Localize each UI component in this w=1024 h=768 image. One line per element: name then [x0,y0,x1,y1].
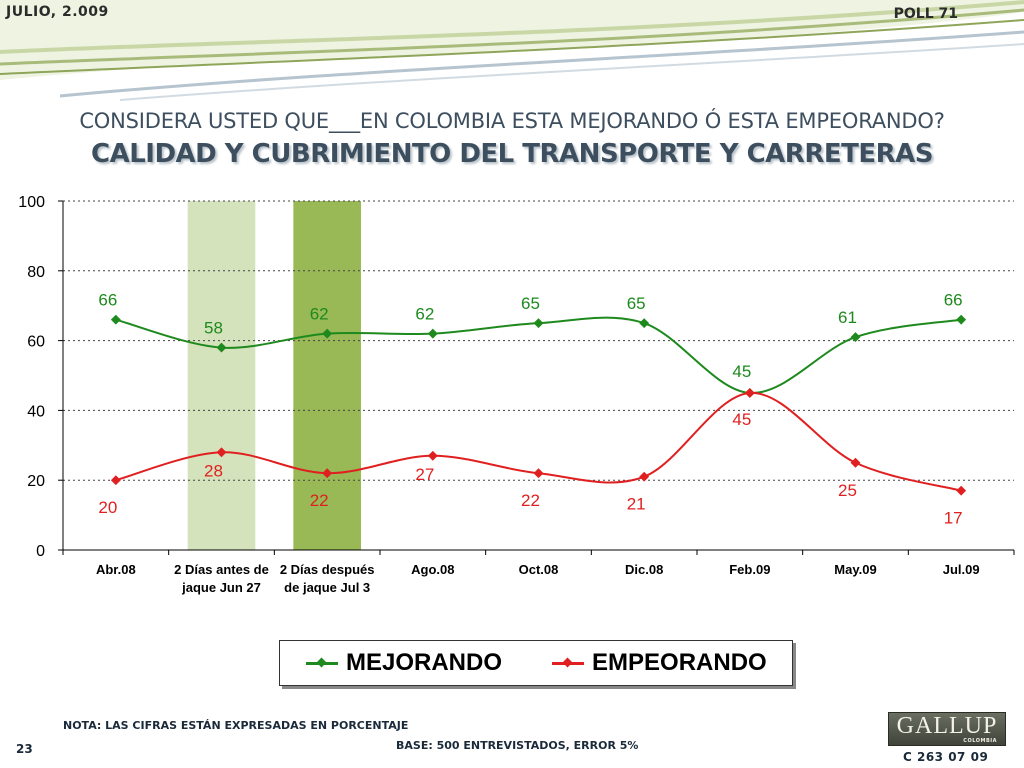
y-tick-label-0: 0 [36,543,45,560]
point-empeorando-0 [110,475,121,486]
x-tick-label-8: Jul.09 [943,562,980,577]
gallup-logo: GALLUP COLOMBIA [888,712,1006,746]
logo-text: GALLUP [896,713,998,739]
header-date: JULIO, 2.009 [6,4,109,20]
x-tick-label-1: 2 Días antes de [174,562,269,577]
data-label-empeorando-4: 22 [521,491,540,510]
header-swoosh-decoration [0,0,1024,101]
point-empeorando-6 [744,388,755,398]
data-label-mejorando-3: 62 [415,305,434,324]
data-label-empeorando-8: 17 [944,509,963,528]
y-tick-label-40: 40 [27,403,45,420]
point-mejorando-1 [216,342,227,353]
x-tick-label-0: Abr.08 [96,562,136,577]
y-tick-label-20: 20 [27,473,45,490]
question-title: CONSIDERA USTED QUE___EN COLOMBIA ESTA M… [79,109,945,133]
data-label-empeorando-3: 27 [415,465,434,484]
data-label-mejorando-0: 66 [98,291,117,310]
legend-swatch-mejorando [306,661,338,665]
point-mejorando-4 [533,318,544,329]
highlight-band-2 [293,201,361,550]
data-label-mejorando-4: 65 [521,294,540,313]
header-poll: POLL 71 [893,6,958,22]
legend-item-empeorando: EMPEORANDO [552,649,767,677]
point-empeorando-5 [639,471,650,482]
x-tick-label-7: May.09 [834,562,876,577]
x-tick-label-4: Oct.08 [519,562,559,577]
data-label-mejorando-7: 61 [838,308,857,327]
point-empeorando-7 [850,457,861,468]
page-number: 23 [16,742,33,756]
point-mejorando-0 [110,314,121,325]
data-label-empeorando-7: 25 [838,481,857,500]
point-mejorando-3 [427,328,438,339]
footnote-base: BASE: 500 ENTREVISTADOS, ERROR 5% [396,739,639,752]
point-empeorando-1 [216,447,227,458]
y-tick-label-100: 100 [18,194,45,211]
data-label-mejorando-6: 45 [732,362,751,381]
data-label-mejorando-8: 66 [944,291,963,310]
x-tick-label-3: Ago.08 [411,562,454,577]
report-code: C 263 07 09 [903,750,989,764]
x-tick-label-6: Feb.09 [729,562,770,577]
line-chart: 0 20 40 60 80 100 Abr.08 2 Días antes de jaque J… [18,194,1015,595]
point-mejorando-8 [956,314,967,325]
data-label-mejorando-1: 58 [204,319,223,338]
data-label-mejorando-2: 62 [310,305,329,324]
data-label-mejorando-5: 65 [627,294,646,313]
point-mejorando-5 [639,318,650,329]
legend-label-mejorando: MEJORANDO [346,649,503,676]
point-mejorando-7 [850,332,861,343]
legend-item-mejorando: MEJORANDO [306,649,502,677]
point-empeorando-3 [427,450,438,461]
logo-subtext: COLOMBIA [963,738,997,744]
x-tick-label-1-line2: jaque Jun 27 [181,580,261,595]
point-empeorando-2 [322,468,333,479]
point-empeorando-8 [956,485,967,496]
footnote-nota: NOTA: LAS CIFRAS ESTÁN EXPRESADAS EN POR… [63,719,409,732]
point-empeorando-4 [533,468,544,479]
data-label-empeorando-2: 22 [310,491,329,510]
y-tick-label-80: 80 [27,264,45,281]
data-label-empeorando-1: 28 [204,461,223,480]
x-tick-label-5: Dic.08 [625,562,663,577]
data-label-empeorando-5: 21 [627,495,646,514]
legend-label-empeorando: EMPEORANDO [592,649,767,676]
x-tick-label-2-line2: de jaque Jul 3 [284,580,370,595]
question-subtitle: CALIDAD Y CUBRIMIENTO DEL TRANSPORTE Y C… [91,139,933,169]
data-label-empeorando-6: 45 [732,410,751,429]
series-line-empeorando [115,391,962,492]
legend-swatch-empeorando [552,661,585,665]
chart-legend: MEJORANDO EMPEORANDO [279,640,793,686]
highlight-band-1 [187,201,256,550]
data-label-empeorando-0: 20 [98,498,117,517]
x-tick-label-2: 2 Días después [280,562,375,577]
y-tick-label-60: 60 [27,334,45,351]
